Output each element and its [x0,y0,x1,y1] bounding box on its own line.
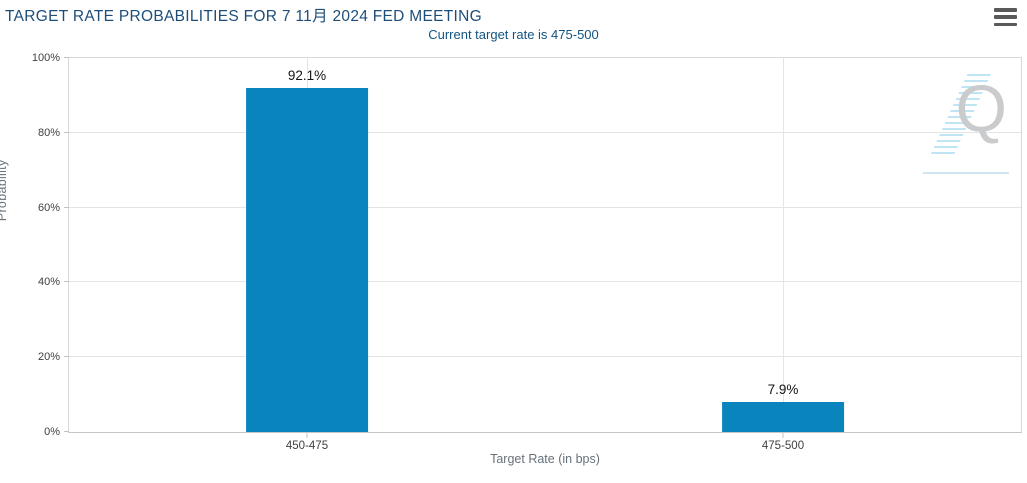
x-tick-label: 450-475 [285,440,329,452]
y-tick-mark [64,206,69,208]
bar-475-500 [722,402,844,432]
menu-bar [994,15,1017,19]
x-tick-mark [782,432,784,438]
chart-subtitle: Current target rate is 475-500 [428,27,599,42]
quikstrike-watermark-logo: Q [923,71,1009,174]
x-tick-mark [306,432,308,438]
menu-bar [994,8,1017,12]
y-tick-mark [64,431,69,432]
gridline-horizontal [69,131,1021,133]
y-tick-mark [64,356,69,358]
y-tick-label: 80% [37,126,60,139]
gridline-horizontal [69,356,1021,358]
plot-area: 92.1% 7.9% 0% 20% 40% 60% 80% 100% 450-475 475-5… [32,52,1022,452]
gridline-horizontal [69,281,1021,283]
bar-value-label: 92.1% [287,67,327,83]
watermark-q-letter: Q [955,71,1007,145]
gridline-horizontal [69,206,1021,208]
y-tick-mark [64,131,69,133]
x-tick-label: 475-500 [761,440,805,452]
bar-450-475 [246,87,368,432]
y-tick-label: 0% [44,426,60,438]
watermark-stripes-icon [929,74,991,158]
y-tick-label: 40% [37,276,60,289]
bar-value-label: 7.9% [767,382,799,398]
gridline-vertical [783,58,784,432]
y-tick-label: 60% [37,201,60,214]
page-title: TARGET RATE PROBABILITIES FOR 7 11月 2024… [5,8,482,25]
y-tick-label: 100% [31,52,60,64]
hamburger-menu-icon[interactable] [994,7,1017,27]
y-tick-mark [64,57,69,58]
watermark-underline [923,172,1009,174]
menu-bar [994,22,1017,26]
x-axis-title: Target Rate (in bps) [490,452,600,466]
y-tick-mark [64,281,69,283]
y-tick-label: 20% [37,351,60,364]
y-axis-title: Probability [0,159,9,222]
